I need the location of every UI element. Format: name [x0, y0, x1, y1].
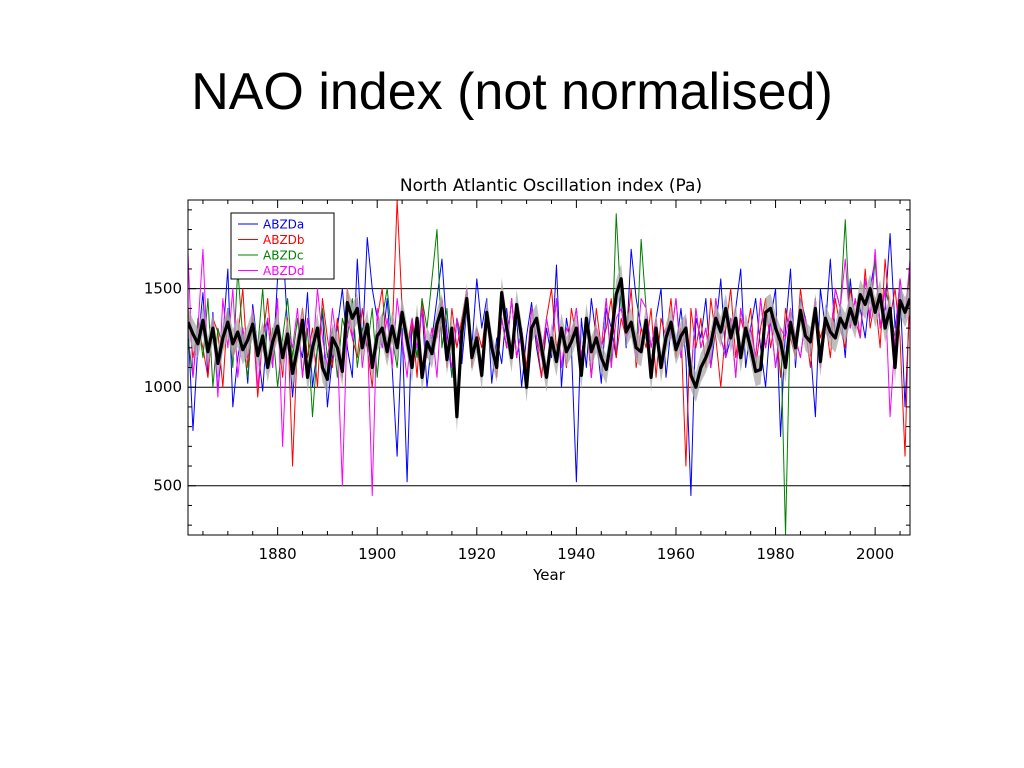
legend-label-abzdc: ABZDc — [263, 249, 304, 263]
slide-title: NAO index (not normalised) — [191, 63, 833, 121]
legend-label-abzdd: ABZDd — [263, 264, 305, 278]
legend-label-abzdb: ABZDb — [263, 233, 305, 247]
x-tick-label: 1980 — [756, 545, 794, 563]
x-tick-label: 1880 — [259, 545, 297, 563]
legend-label-abzda: ABZDa — [263, 218, 304, 232]
x-tick-label: 1920 — [458, 545, 496, 563]
x-tick-label: 2000 — [856, 545, 894, 563]
x-axis-label: Year — [532, 566, 566, 584]
x-tick-label: 1960 — [657, 545, 695, 563]
y-tick-label: 1500 — [144, 280, 182, 298]
series-line-abzdd — [188, 248, 910, 497]
chart-title: North Atlantic Oscillation index (Pa) — [400, 176, 702, 196]
x-tick-label: 1940 — [557, 545, 595, 563]
x-tick-label: 1900 — [358, 545, 396, 563]
series-line-ensemble-mean — [188, 277, 910, 419]
y-tick-label: 500 — [153, 477, 182, 495]
y-tick-label: 1000 — [144, 378, 182, 396]
